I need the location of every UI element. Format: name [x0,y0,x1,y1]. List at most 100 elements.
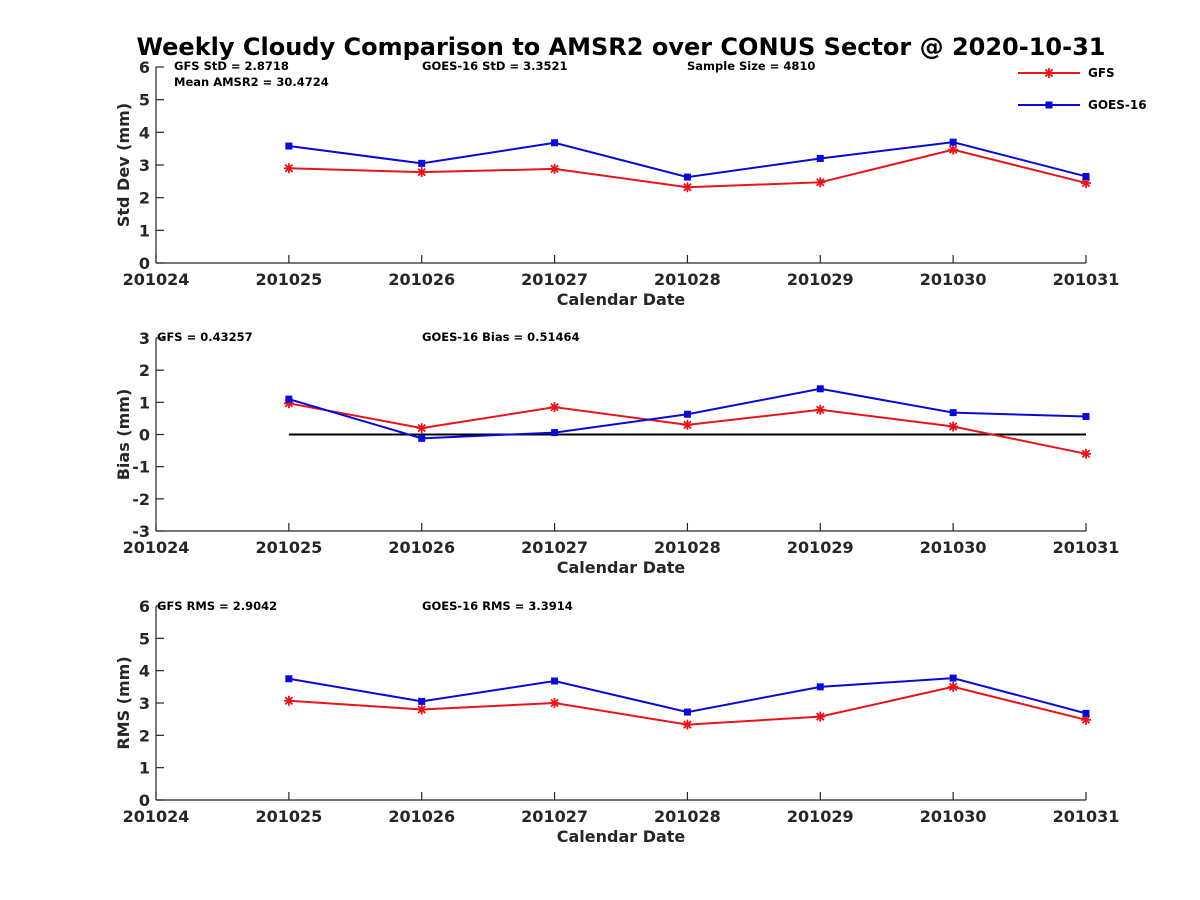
data-point-goes-16 [949,138,957,146]
legend-marker-goes-16 [1045,101,1053,109]
data-point-goes-16 [1082,172,1090,180]
x-tick-label: 201024 [123,270,190,289]
annotation: GFS RMS = 2.9042 [157,599,277,613]
data-point-goes-16 [285,142,293,150]
y-tick-label: 3 [139,156,150,175]
data-point-gfs [416,423,427,434]
x-tick-label: 201030 [920,538,987,557]
data-point-gfs [682,719,693,730]
x-tick-label: 201028 [654,807,721,826]
data-point-gfs [416,167,427,178]
y-tick-label: 1 [139,393,150,412]
x-tick-label: 201028 [654,270,721,289]
y-tick-label: 2 [139,726,150,745]
x-tick-label: 201029 [787,538,854,557]
x-tick-label: 201024 [123,538,190,557]
series-goes-16 [285,138,1090,181]
series-line-gfs [288,148,1087,189]
data-point-goes-16 [285,395,293,403]
y-tick-label: 3 [139,329,150,348]
annotation: GOES-16 StD = 3.3521 [422,59,567,73]
y-tick-label: 0 [139,791,150,810]
data-point-goes-16 [285,675,293,683]
x-tick-label: 201029 [787,807,854,826]
y-tick-label: 5 [139,91,150,110]
x-tick-label: 201029 [787,270,854,289]
x-tick-label: 201030 [920,270,987,289]
data-point-goes-16 [418,697,426,705]
x-tick-label: 201024 [123,807,190,826]
data-point-gfs [416,704,427,715]
legend-label-gfs: GFS [1088,66,1115,80]
y-axis-label: RMS (mm) [114,656,133,749]
x-tick-label: 201031 [1053,807,1120,826]
legend: GFS GOES-16 [1018,66,1147,112]
y-axis-label: Bias (mm) [114,389,133,481]
data-point-goes-16 [816,683,824,691]
x-tick-label: 201025 [255,538,322,557]
x-tick-label: 201025 [255,270,322,289]
y-tick-label: 4 [139,123,150,142]
data-point-gfs [283,398,294,409]
x-tick-label: 201031 [1053,270,1120,289]
y-tick-label: 1 [139,759,150,778]
data-point-gfs [815,177,826,188]
data-point-goes-16 [551,677,559,685]
y-tick-label: 6 [139,597,150,616]
series-goes-16 [285,385,1090,442]
x-tick-label: 201028 [654,538,721,557]
x-tick-label: 201031 [1053,538,1120,557]
y-tick-label: 5 [139,629,150,648]
data-point-goes-16 [1082,709,1090,717]
data-point-gfs [1081,448,1091,459]
data-point-goes-16 [683,410,691,418]
x-tick-label: 201030 [920,807,987,826]
y-tick-label: -1 [132,458,150,477]
y-tick-label: -2 [132,490,150,509]
y-tick-label: 2 [139,361,150,380]
data-point-gfs [682,182,693,193]
x-tick-label: 201026 [388,807,455,826]
data-point-goes-16 [949,409,957,417]
x-axis-label: Calendar Date [557,827,686,846]
x-tick-label: 201027 [521,538,588,557]
data-point-gfs [815,711,826,722]
data-point-goes-16 [418,159,426,167]
data-point-goes-16 [816,154,824,162]
x-tick-label: 201025 [255,807,322,826]
y-tick-label: 0 [139,426,150,445]
data-point-gfs [283,163,294,174]
series-line-gfs [288,685,1087,726]
annotation: GOES-16 RMS = 3.3914 [422,599,573,613]
panel-bias-mm: -3 -2 -1 0 1 2 3 201024 201025 201026 201027 201028… [114,329,1119,577]
data-point-goes-16 [551,429,559,437]
data-point-goes-16 [816,385,824,393]
series-gfs [283,144,1091,193]
x-axis-label: Calendar Date [557,558,686,577]
y-tick-label: -3 [132,522,150,541]
data-point-gfs [815,404,826,415]
y-tick-label: 6 [139,58,150,77]
data-point-gfs [549,163,560,174]
x-tick-label: 201027 [521,270,588,289]
data-point-gfs [1081,177,1091,188]
annotation: Mean AMSR2 = 30.4724 [174,75,329,89]
y-axis-label: Std Dev (mm) [114,103,133,227]
annotation: GFS StD = 2.8718 [174,59,289,73]
data-point-gfs [948,421,959,432]
data-point-goes-16 [1082,412,1090,420]
legend-label-goes-16: GOES-16 [1088,98,1147,112]
data-point-gfs [1081,714,1091,725]
data-point-gfs [283,695,294,706]
annotation: GFS = 0.43257 [157,330,253,344]
chart-title: Weekly Cloudy Comparison to AMSR2 over C… [137,33,1106,61]
data-point-goes-16 [551,139,559,147]
data-point-goes-16 [949,674,957,682]
data-point-goes-16 [683,173,691,181]
y-tick-label: 1 [139,221,150,240]
data-point-goes-16 [683,708,691,716]
x-tick-label: 201026 [388,270,455,289]
y-tick-label: 0 [139,254,150,273]
y-tick-label: 4 [139,662,150,681]
